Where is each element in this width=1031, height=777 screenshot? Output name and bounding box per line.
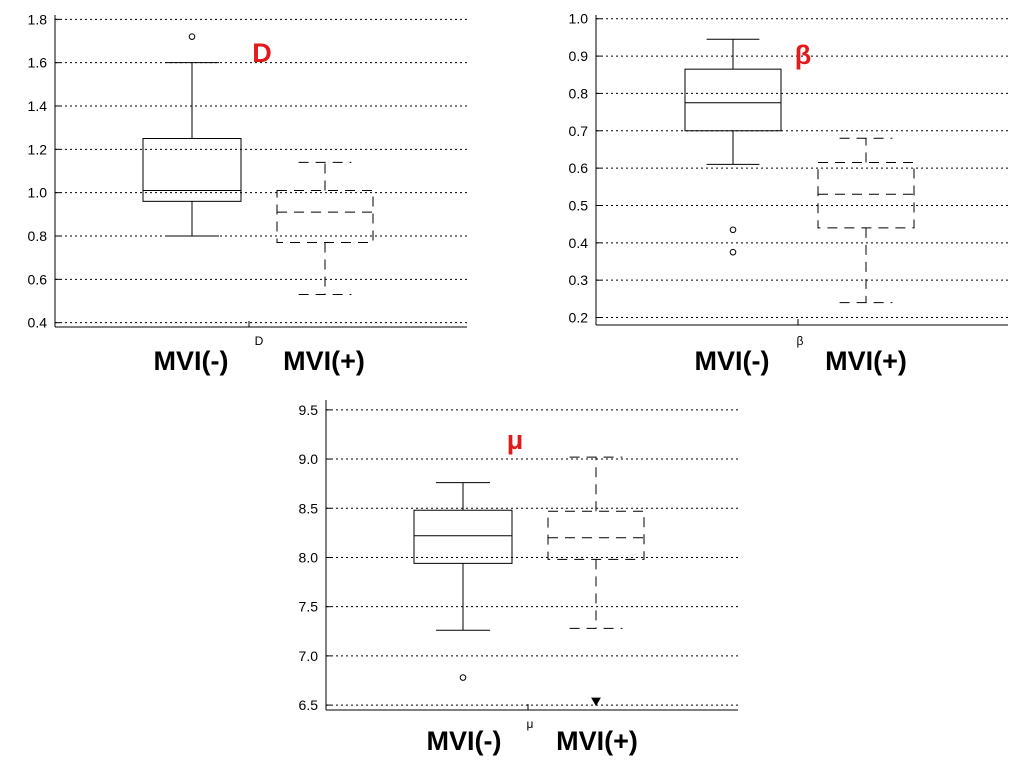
box-iqr bbox=[277, 191, 373, 243]
box-plot-figure: 0.4 0.6 0.8 1.0 1.2 1.4 1.6 1.8 D MVI(-) D MVI(… bbox=[0, 0, 1031, 777]
y-tick-label: 1.4 bbox=[28, 98, 48, 114]
panel-mu-category-right: MVI(+) bbox=[556, 726, 638, 756]
y-tick-label: 9.0 bbox=[299, 451, 319, 467]
box-mvi-neg bbox=[685, 39, 781, 255]
y-tick-label: 7.0 bbox=[299, 648, 319, 664]
outlier-point bbox=[730, 227, 736, 233]
y-tick-label: 1.6 bbox=[28, 55, 48, 71]
box-iqr bbox=[548, 511, 644, 559]
y-tick-label: 0.6 bbox=[569, 160, 589, 176]
box-iqr bbox=[685, 69, 781, 131]
panel-beta-x-label: β bbox=[797, 334, 804, 348]
y-tick-label: 0.8 bbox=[569, 85, 589, 101]
y-tick-label: 0.5 bbox=[569, 197, 589, 213]
y-tick-label: 0.4 bbox=[569, 235, 589, 251]
panel-beta-title: β bbox=[795, 40, 811, 70]
panel-mu-gridlines bbox=[326, 410, 738, 705]
y-tick-label: 0.3 bbox=[569, 272, 589, 288]
panel-beta-category-left: MVI(-) bbox=[695, 346, 770, 376]
y-tick-label: 1.2 bbox=[28, 141, 48, 157]
y-tick-label: 0.9 bbox=[569, 48, 589, 64]
panel-d-category-left: MVI(-) bbox=[154, 346, 229, 376]
y-tick-label: 8.0 bbox=[299, 549, 319, 565]
outlier-point bbox=[189, 34, 195, 40]
y-tick-label: 0.6 bbox=[28, 271, 48, 287]
panel-mu: 6.5 7.0 7.5 8.0 8.5 9.0 9.5 μ MVI(-) μ MVI(+) bbox=[299, 400, 738, 756]
box-iqr bbox=[143, 139, 241, 202]
y-tick-label: 9.5 bbox=[299, 402, 319, 418]
panel-beta: 0.2 0.3 0.4 0.5 0.6 0.7 0.8 0.9 1.0 β MVI(-) β M… bbox=[569, 11, 1008, 376]
y-tick-label: 1.0 bbox=[28, 185, 48, 201]
panel-mu-category-left: MVI(-) bbox=[427, 726, 502, 756]
panel-mu-title: μ bbox=[507, 425, 524, 455]
y-tick-label: 0.4 bbox=[28, 315, 48, 331]
box-iqr bbox=[414, 510, 512, 563]
box-mvi-neg bbox=[414, 483, 512, 681]
y-tick-label: 1.8 bbox=[28, 11, 48, 27]
panel-d-category-right: MVI(+) bbox=[283, 346, 365, 376]
panel-d-title: D bbox=[252, 38, 272, 68]
panel-d-x-label: D bbox=[255, 334, 264, 348]
y-tick-label: 6.5 bbox=[299, 697, 319, 713]
panel-mu-x-label: μ bbox=[527, 717, 534, 731]
y-tick-label: 1.0 bbox=[569, 11, 589, 27]
box-mvi-neg bbox=[143, 34, 241, 236]
y-tick-label: 7.5 bbox=[299, 599, 319, 615]
panel-d: 0.4 0.6 0.8 1.0 1.2 1.4 1.6 1.8 D MVI(-) D MVI(… bbox=[28, 11, 467, 376]
panel-beta-category-right: MVI(+) bbox=[825, 346, 907, 376]
outlier-point bbox=[460, 675, 466, 681]
outlier-point bbox=[592, 698, 600, 705]
y-tick-label: 0.7 bbox=[569, 123, 589, 139]
panel-mu-boxes bbox=[414, 457, 644, 705]
box-mvi-pos bbox=[818, 138, 914, 302]
box-iqr bbox=[818, 163, 914, 228]
y-tick-label: 0.8 bbox=[28, 228, 48, 244]
box-mvi-pos bbox=[548, 457, 644, 705]
panel-d-boxes bbox=[143, 34, 373, 295]
outlier-point bbox=[730, 249, 736, 255]
panel-beta-boxes bbox=[685, 39, 914, 302]
y-tick-label: 8.5 bbox=[299, 500, 319, 516]
box-mvi-pos bbox=[277, 162, 373, 294]
y-tick-label: 0.2 bbox=[569, 310, 589, 326]
